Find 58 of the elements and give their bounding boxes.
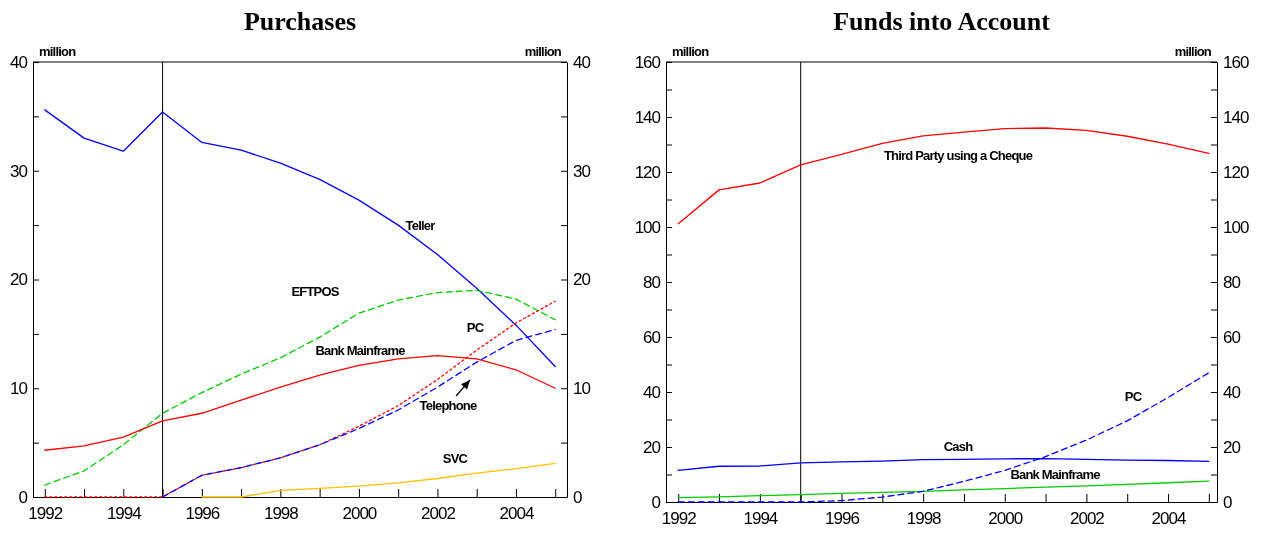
y2-tick-label: 30 — [573, 161, 591, 181]
y-tick-label: 60 — [643, 327, 661, 347]
y2-tick-label: 140 — [1223, 107, 1249, 127]
y2-tick-label: 120 — [1223, 162, 1249, 182]
y2-axis-title: million — [1174, 44, 1212, 59]
x-tick-label: 1994 — [743, 509, 778, 529]
x-tick-label: 2000 — [988, 509, 1023, 529]
series-label: Teller — [405, 218, 436, 233]
x-tick-label: 1998 — [263, 504, 299, 524]
y-axis-title: million — [39, 44, 77, 59]
chart-title: Purchases — [243, 7, 357, 36]
chart-title: Funds into Account — [833, 7, 1051, 36]
y-tick-label: 160 — [634, 52, 661, 72]
series-label: Bank Mainframe — [315, 343, 406, 358]
y2-tick-label: 40 — [573, 52, 591, 72]
y2-tick-label: 20 — [573, 270, 591, 290]
y2-tick-label: 40 — [1223, 382, 1241, 402]
x-tick-label: 1996 — [825, 509, 860, 529]
series-label: Third Party using a Cheque — [883, 148, 1033, 163]
y-tick-label: 80 — [643, 272, 661, 292]
y-axis-title: million — [672, 44, 710, 59]
series-label: EFTPOS — [291, 284, 340, 299]
y2-tick-label: 20 — [1223, 437, 1241, 457]
x-tick-label: 2000 — [342, 504, 377, 524]
x-tick-label: 1994 — [106, 504, 142, 524]
series-label: PC — [466, 320, 485, 335]
y2-tick-label: 80 — [1223, 272, 1241, 292]
y-tick-label: 0 — [651, 492, 661, 512]
series-label: Cash — [943, 439, 974, 454]
y-tick-label: 0 — [18, 487, 28, 507]
series-label: SVC — [442, 451, 469, 466]
y-tick-label: 10 — [10, 379, 28, 399]
y-tick-label: 120 — [634, 162, 661, 182]
x-tick-label: 2002 — [421, 504, 456, 524]
series-label: Telephone — [419, 398, 477, 413]
x-tick-label: 1998 — [906, 509, 942, 529]
y-tick-label: 100 — [634, 217, 661, 237]
y-tick-label: 20 — [643, 437, 661, 457]
y2-tick-label: 10 — [573, 379, 591, 399]
y2-tick-label: 60 — [1223, 327, 1241, 347]
y2-tick-label: 100 — [1223, 217, 1249, 237]
x-tick-label: 2004 — [1151, 509, 1186, 529]
y2-tick-label: 0 — [1223, 492, 1232, 512]
y-tick-label: 30 — [10, 161, 28, 181]
x-tick-label: 1996 — [185, 504, 220, 524]
y2-tick-label: 0 — [573, 487, 582, 507]
y-tick-label: 40 — [643, 382, 661, 402]
y2-tick-label: 160 — [1223, 52, 1249, 72]
y-tick-label: 40 — [10, 52, 28, 72]
x-tick-label: 2004 — [499, 504, 534, 524]
y-tick-label: 140 — [634, 107, 661, 127]
series-label: PC — [1124, 389, 1143, 404]
y-tick-label: 20 — [10, 270, 28, 290]
y2-axis-title: million — [524, 44, 562, 59]
x-tick-label: 2002 — [1069, 509, 1105, 529]
series-label: Bank Mainframe — [1010, 467, 1101, 482]
x-tick-label: 1992 — [28, 504, 63, 524]
x-tick-label: 1992 — [661, 509, 697, 529]
